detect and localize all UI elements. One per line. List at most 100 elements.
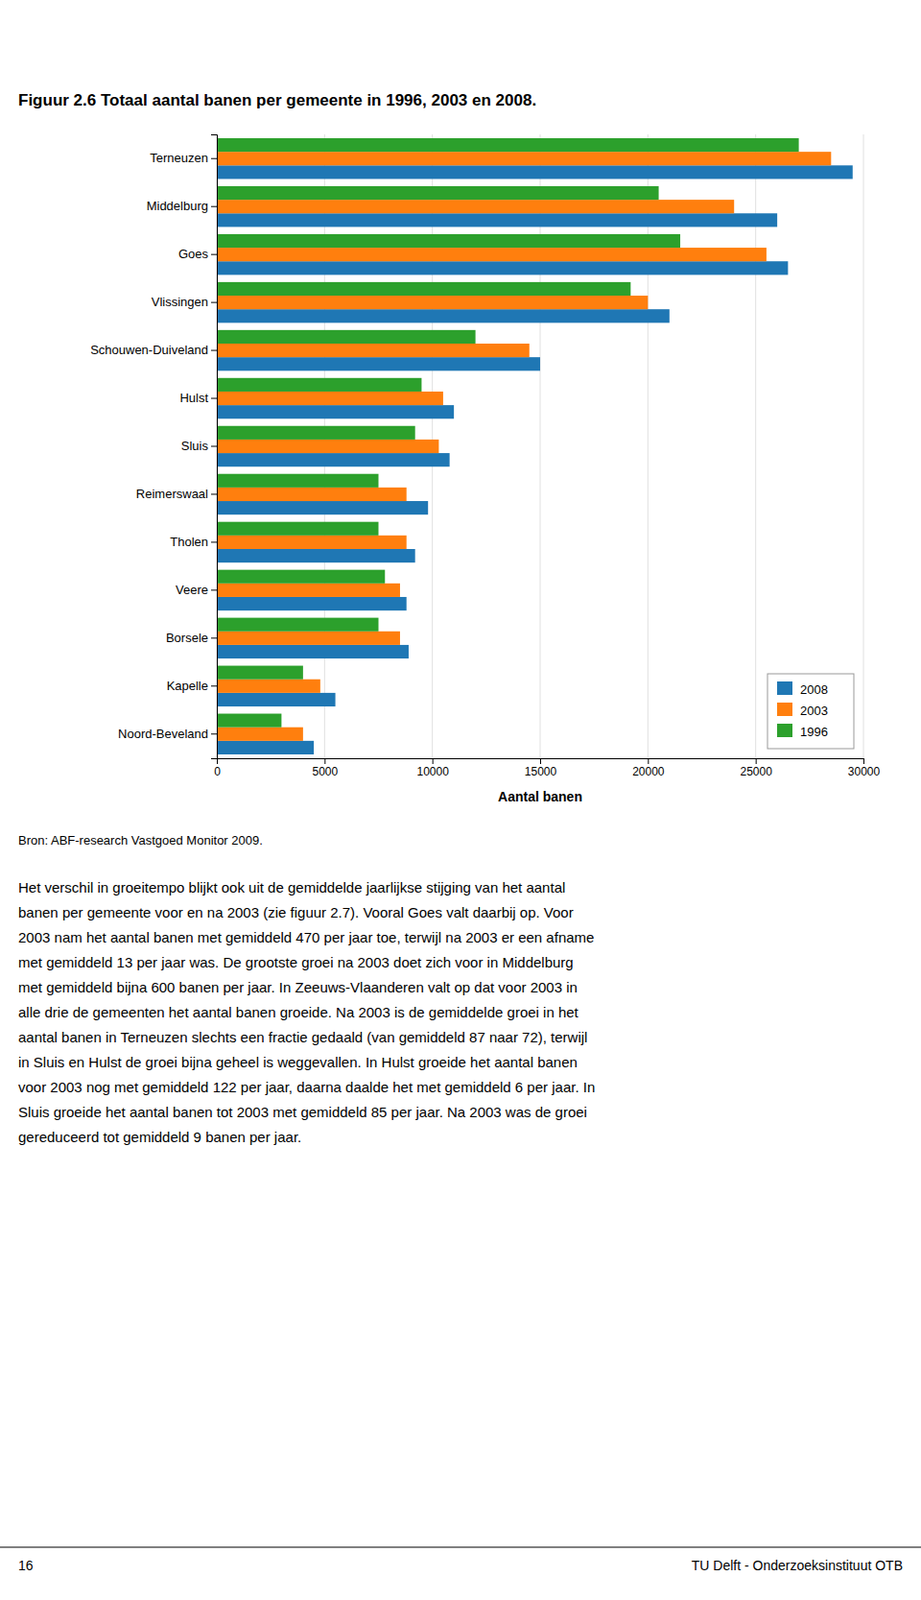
bar bbox=[216, 260, 788, 275]
x-tick: 25000 bbox=[739, 757, 773, 779]
bar bbox=[216, 679, 321, 693]
body-line: gereduceerd tot gemiddeld 9 banen per ja… bbox=[18, 1128, 302, 1145]
y-tick-mark bbox=[211, 446, 217, 448]
x-tick: 0 bbox=[213, 757, 221, 779]
body-text: Het verschil in groeitempo blijkt ook ui… bbox=[18, 878, 595, 1145]
body-line: banen per gemeente voor en na 2003 (zie … bbox=[18, 903, 574, 921]
bar bbox=[216, 234, 681, 248]
bar bbox=[216, 212, 778, 227]
bar bbox=[216, 583, 401, 597]
y-tick-label: Kapelle bbox=[166, 678, 209, 693]
grid bbox=[216, 134, 864, 758]
x-tick-label: 15000 bbox=[524, 764, 558, 779]
y-tick-label: Tholen bbox=[169, 534, 209, 549]
bar bbox=[216, 740, 314, 755]
x-tick: 20000 bbox=[632, 757, 665, 779]
bar bbox=[216, 487, 407, 501]
legend: 200820031996 bbox=[767, 673, 854, 749]
bar bbox=[216, 452, 450, 467]
y-tick: Vlissingen bbox=[151, 294, 217, 309]
legend-label: 2003 bbox=[800, 703, 828, 718]
x-tick-label: 5000 bbox=[311, 764, 338, 779]
y-axis: TerneuzenMiddelburgGoesVlissingenSchouwe… bbox=[90, 135, 217, 759]
y-tick-label: Hulst bbox=[179, 390, 209, 405]
y-tick: Veere bbox=[175, 582, 217, 597]
bars bbox=[216, 138, 853, 755]
y-tick: Tholen bbox=[169, 534, 217, 549]
bar bbox=[216, 377, 422, 392]
y-tick-mark bbox=[211, 350, 217, 352]
x-tick: 10000 bbox=[416, 757, 449, 779]
bar bbox=[216, 199, 734, 213]
y-tick-mark bbox=[211, 398, 217, 400]
legend-label: 1996 bbox=[800, 724, 828, 739]
bar bbox=[216, 548, 416, 563]
body-line: Sluis groeide het aantal banen tot 2003 … bbox=[18, 1103, 588, 1120]
bar bbox=[216, 596, 407, 611]
title: Figuur 2.6 Totaal aantal banen per gemee… bbox=[18, 91, 537, 110]
x-tick-label: 10000 bbox=[416, 764, 449, 779]
bar bbox=[216, 308, 670, 323]
x-axis-title: Aantal banen bbox=[497, 788, 583, 804]
legend-swatch bbox=[777, 681, 793, 695]
bar bbox=[216, 631, 401, 645]
footer-rule bbox=[0, 1546, 921, 1548]
bar bbox=[216, 692, 336, 707]
y-tick-label: Reimerswaal bbox=[136, 486, 209, 501]
y-tick-label: Terneuzen bbox=[149, 150, 209, 166]
y-tick: Hulst bbox=[179, 390, 217, 405]
x-tick-mark bbox=[540, 757, 542, 764]
y-tick: Noord-Beveland bbox=[118, 726, 217, 741]
body-line: Het verschil in groeitempo blijkt ook ui… bbox=[18, 878, 566, 896]
bar bbox=[216, 521, 379, 536]
y-tick-mark bbox=[211, 302, 217, 304]
bar bbox=[216, 727, 304, 741]
legend-swatch bbox=[777, 723, 793, 737]
body-line: voor 2003 nog met gemiddeld 122 per jaar… bbox=[18, 1078, 595, 1095]
grid-line bbox=[540, 134, 542, 758]
x-tick-label: 20000 bbox=[632, 764, 665, 779]
y-axis-line bbox=[211, 135, 218, 759]
bar bbox=[216, 617, 379, 632]
bar bbox=[216, 404, 454, 419]
x-axis: 0 5000 10000 15000 20000 25000 30000 bbox=[213, 757, 880, 779]
legend-item: 1996 bbox=[777, 723, 828, 739]
y-tick-label: Sluis bbox=[181, 438, 210, 453]
bar bbox=[216, 665, 304, 680]
y-tick: Terneuzen bbox=[149, 150, 217, 166]
source-note: Bron: ABF-research Vastgoed Monitor 2009… bbox=[18, 832, 263, 848]
bar bbox=[216, 151, 831, 166]
x-tick-label: 30000 bbox=[848, 764, 881, 779]
y-tick-label: Borsele bbox=[165, 630, 209, 645]
body-line: alle drie de gemeenten het aantal banen … bbox=[18, 1003, 580, 1020]
grid-line bbox=[863, 134, 865, 758]
y-tick-mark bbox=[211, 206, 217, 208]
bar bbox=[216, 391, 444, 405]
x-tick-mark bbox=[432, 757, 434, 764]
bar bbox=[216, 138, 800, 152]
bar bbox=[216, 713, 282, 728]
y-tick-label: Goes bbox=[178, 246, 210, 261]
y-tick: Middelburg bbox=[146, 198, 217, 213]
bar-series bbox=[216, 165, 853, 755]
body-line: met gemiddeld bijna 600 banen per jaar. … bbox=[18, 978, 578, 995]
footer-right: TU Delft - Onderzoeksinstituut OTB bbox=[691, 1557, 903, 1573]
y-tick: Reimerswaal bbox=[136, 486, 217, 501]
bar-series bbox=[216, 138, 800, 728]
bar bbox=[216, 439, 439, 453]
y-tick-label: Vlissingen bbox=[151, 294, 209, 309]
bar bbox=[216, 330, 476, 344]
y-tick-mark bbox=[211, 158, 217, 160]
legend-swatch bbox=[777, 702, 793, 716]
x-tick-mark bbox=[324, 757, 326, 764]
legend-box bbox=[767, 673, 854, 749]
y-tick-mark bbox=[211, 493, 217, 495]
x-axis-line bbox=[217, 758, 865, 765]
x-tick-mark bbox=[863, 757, 865, 764]
y-tick-label: Veere bbox=[175, 582, 209, 597]
bar bbox=[216, 295, 648, 309]
bar bbox=[216, 282, 631, 296]
y-tick-mark bbox=[211, 589, 217, 591]
y-tick: Borsele bbox=[165, 630, 217, 645]
bar bbox=[216, 500, 428, 515]
